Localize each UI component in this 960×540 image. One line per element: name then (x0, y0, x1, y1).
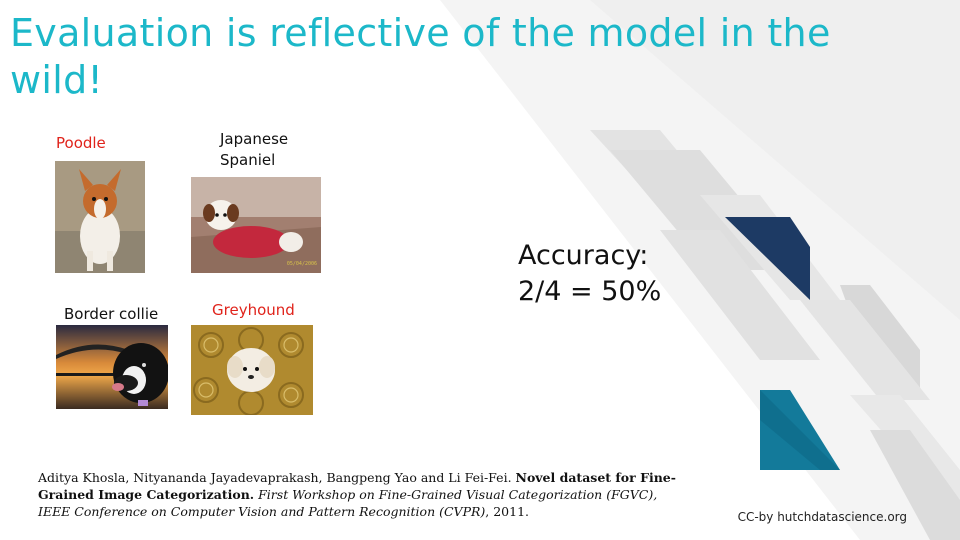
dog-photo-1 (55, 161, 145, 273)
accuracy-text: Accuracy: 2/4 = 50% (518, 238, 661, 310)
dog-photo-3 (56, 325, 168, 409)
image-label-poodle: Poodle (56, 134, 106, 152)
citation-title: Novel dataset for Fine-Grained Image Cat… (38, 470, 676, 502)
license-text: CC-by hutchdatascience.org (737, 510, 907, 524)
accuracy-value: 2/4 = 50% (518, 276, 662, 307)
image-label-japanese-spaniel: Japanese Spaniel (220, 130, 289, 169)
image-label-greyhound: Greyhound (212, 301, 295, 319)
photo-date-stamp: 05/04/2006 (286, 261, 317, 267)
dog-photo-4 (191, 325, 313, 415)
slide-title: Evaluation is reflective of the model in… (10, 11, 831, 102)
citation-venue: First Workshop on Fine-Grained Visual Ca… (38, 487, 658, 519)
citation-authors: Aditya Khosla, Nityananda Jayadevaprakas… (38, 470, 516, 485)
image-label-border-collie: Border collie (64, 305, 159, 323)
accuracy-heading: Accuracy: (518, 240, 649, 271)
citation-year: , 2011. (485, 504, 530, 519)
citation: Aditya Khosla, Nityananda Jayadevaprakas… (38, 469, 688, 520)
dog-photo-2: 05/04/2006 (191, 177, 321, 273)
